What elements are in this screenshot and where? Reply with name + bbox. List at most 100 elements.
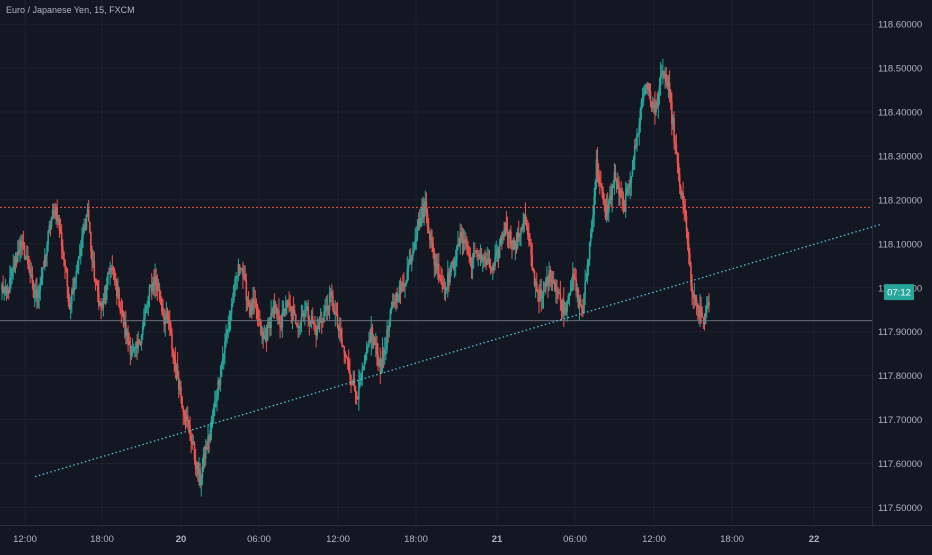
candle-body: [682, 192, 684, 205]
candle-body: [574, 277, 576, 279]
price-axis[interactable]: [872, 0, 932, 525]
candle-body: [174, 359, 177, 371]
candle-body: [543, 290, 546, 292]
candle-body: [185, 415, 188, 421]
candle-body: [128, 341, 131, 345]
candle-body: [587, 259, 590, 265]
candle-body: [617, 182, 619, 189]
candle-body: [188, 420, 190, 426]
candle-body: [324, 311, 326, 313]
candle-body: [334, 311, 337, 315]
candle-body: [213, 401, 216, 408]
candle-body: [359, 379, 361, 382]
candle-body: [358, 381, 360, 400]
candle-body: [453, 265, 456, 268]
candle-body: [225, 336, 227, 342]
candle-body: [208, 436, 210, 441]
candle-body: [346, 357, 349, 361]
candle-body: [450, 262, 452, 273]
candle-body: [505, 223, 508, 230]
candle-body: [80, 247, 82, 256]
candle-body: [429, 232, 431, 240]
candle-body: [329, 291, 332, 293]
candle-body: [203, 454, 206, 459]
candle-body: [568, 294, 571, 296]
candle-body: [460, 232, 463, 239]
candle-body: [445, 288, 448, 290]
candle-body: [76, 270, 79, 272]
candle-body: [642, 93, 645, 100]
candle-body: [40, 278, 43, 286]
candle-body: [579, 298, 582, 307]
candle-body: [201, 466, 204, 479]
candle-body: [480, 254, 483, 260]
candle-body: [364, 354, 367, 362]
candle-body: [520, 228, 522, 235]
candle-body: [498, 244, 501, 258]
candle-body: [385, 349, 387, 351]
candle-body: [101, 307, 103, 309]
candle-body: [108, 273, 110, 275]
candle-body: [170, 325, 172, 334]
candle-body: [558, 293, 561, 295]
candle-body: [345, 356, 348, 358]
time-axis[interactable]: [0, 525, 872, 550]
candle-body: [484, 256, 486, 263]
candle-body: [422, 207, 424, 218]
candle-body: [310, 316, 313, 323]
candle-body: [12, 266, 15, 270]
candle-body: [30, 274, 33, 276]
candle-body: [302, 313, 305, 317]
candle-body: [442, 285, 445, 289]
candle-body: [57, 218, 60, 222]
candle-body: [89, 221, 91, 233]
candle-body: [293, 311, 296, 315]
candle-body: [525, 224, 528, 227]
candle-body: [488, 258, 491, 268]
candle-body: [544, 280, 547, 291]
candle-body: [361, 368, 364, 379]
candle-body: [600, 183, 602, 187]
candle-body: [351, 382, 353, 386]
candle-body: [582, 308, 584, 313]
candle-body: [216, 396, 218, 402]
candle-body: [517, 232, 520, 237]
candle-body: [65, 267, 67, 269]
candle-body: [228, 319, 231, 328]
candle-body: [251, 302, 253, 311]
candle-body: [615, 179, 618, 189]
candle-body: [81, 236, 83, 248]
candle-body: [704, 312, 707, 325]
candle-body: [163, 315, 165, 325]
candle-body: [282, 309, 285, 313]
candle-body: [47, 231, 49, 245]
candle-body: [532, 269, 535, 271]
candle-body: [144, 312, 146, 319]
candle-body: [239, 268, 242, 270]
candle-body: [589, 232, 592, 242]
candle-body: [369, 340, 371, 343]
candle-body: [408, 258, 411, 265]
candle-body: [382, 350, 385, 356]
candle-body: [141, 325, 144, 336]
candle-body: [194, 459, 197, 470]
candle-body: [458, 243, 460, 247]
candle-body: [257, 319, 260, 321]
candle-body: [371, 327, 374, 339]
candle-body: [648, 83, 651, 92]
candle-body: [153, 282, 155, 286]
candle-body: [237, 264, 240, 277]
candle-body: [447, 272, 449, 289]
time-tick-label: 20: [176, 534, 187, 545]
candle-body: [277, 310, 279, 314]
candle-body: [235, 277, 237, 279]
candle-body: [297, 326, 299, 329]
candle-body: [365, 346, 368, 355]
candle-body: [564, 308, 566, 315]
candle-body: [444, 286, 447, 290]
candle-body: [33, 296, 36, 298]
candle-body: [84, 225, 87, 230]
candle-body: [397, 299, 400, 302]
